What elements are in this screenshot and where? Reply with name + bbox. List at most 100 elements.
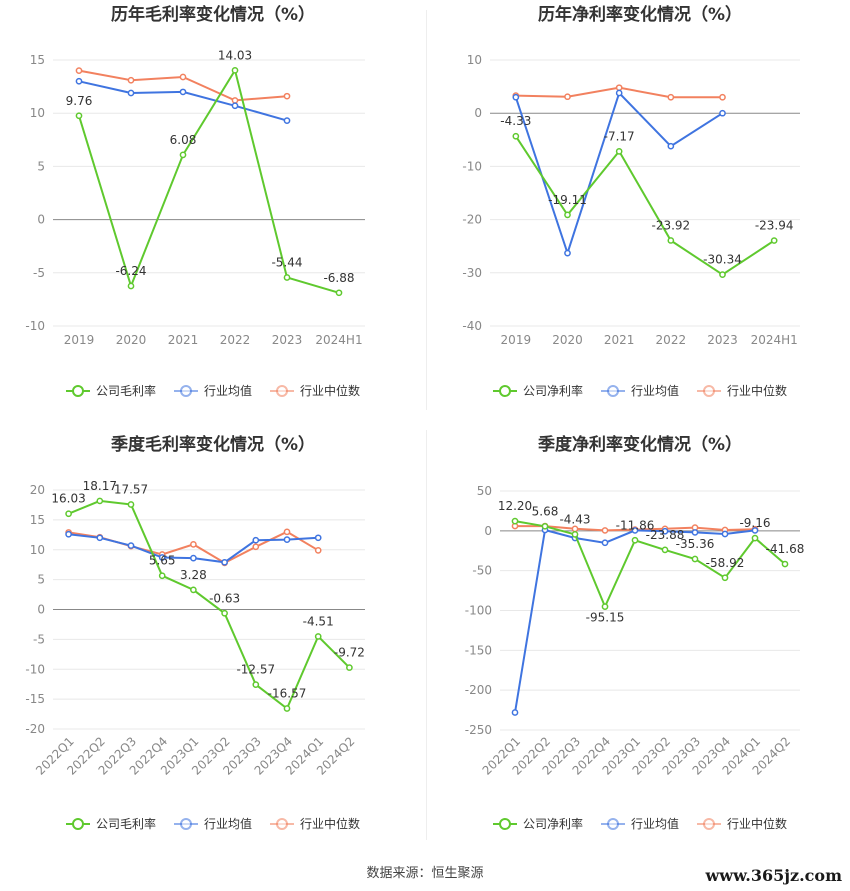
data-point xyxy=(564,211,571,219)
x-tick-label: 2020 xyxy=(552,333,583,347)
data-point xyxy=(65,510,72,518)
y-tick-label: -200 xyxy=(465,683,492,697)
chart-3: 季度毛利率变化情况（%）20151050-5-10-15-202022Q1202… xyxy=(25,434,365,831)
data-label: -4.43 xyxy=(559,512,590,526)
legend-marker xyxy=(276,818,288,830)
data-point xyxy=(512,132,520,140)
legend-label: 公司毛利率 xyxy=(96,383,156,398)
data-point xyxy=(661,527,669,535)
data-point xyxy=(231,66,239,74)
data-label: 9.76 xyxy=(66,94,93,108)
data-point xyxy=(691,529,699,536)
data-point xyxy=(283,536,291,543)
series-line-company xyxy=(514,135,775,276)
x-tick-label: 2024H1 xyxy=(751,333,798,347)
data-label: -23.94 xyxy=(755,219,794,233)
chart-2: 历年净利率变化情况（%） 10 0 -10 -20 -30 -40 2019 2020 2021 2… xyxy=(462,4,800,398)
data-label: -6.88 xyxy=(323,271,354,285)
data-point xyxy=(96,497,104,505)
legend-marker xyxy=(180,385,192,397)
data-point xyxy=(127,282,135,290)
data-point xyxy=(571,531,579,538)
data-point xyxy=(283,117,291,124)
chart-1: 历年毛利率变化情况（%） 15 10 5 0 -5 -10 2019 2020 2021 2022 2… xyxy=(25,4,365,398)
data-label: 5.65 xyxy=(149,554,176,568)
y-tick-label: -20 xyxy=(25,722,45,736)
y-tick-label: -100 xyxy=(465,604,492,618)
data-point xyxy=(314,546,322,554)
legend-marker xyxy=(607,385,619,397)
y-tick-label: -30 xyxy=(462,266,482,280)
legend-marker xyxy=(276,385,288,397)
data-label: 6.08 xyxy=(170,133,197,147)
data-point xyxy=(511,709,519,716)
y-tick-label: -5 xyxy=(33,632,45,646)
y-tick-label: 50 xyxy=(477,484,492,498)
data-point xyxy=(571,525,579,533)
data-point xyxy=(601,603,609,610)
data-label: -4.51 xyxy=(303,614,334,628)
data-point xyxy=(158,554,166,561)
data-point xyxy=(615,89,623,97)
data-point xyxy=(751,527,759,534)
legend-marker xyxy=(72,818,84,830)
data-label: -6.24 xyxy=(115,264,146,278)
data-point xyxy=(127,501,135,508)
legend-marker xyxy=(180,818,192,830)
y-tick-label: 15 xyxy=(30,53,45,67)
y-tick-label: 0 xyxy=(474,106,482,120)
data-point xyxy=(283,705,291,712)
y-tick-label: 20 xyxy=(30,483,45,497)
legend-label: 行业均值 xyxy=(631,383,679,398)
data-point xyxy=(721,530,729,538)
legend-label: 公司净利率 xyxy=(523,816,583,831)
data-point xyxy=(721,574,729,582)
chart-4: 季度净利率变化情况（%）500-50-100-150-200-2502022Q1… xyxy=(465,434,805,831)
divider-top xyxy=(426,10,427,410)
data-point xyxy=(751,534,759,542)
data-point xyxy=(615,84,623,92)
data-point xyxy=(564,249,571,257)
data-label: -12.57 xyxy=(236,663,275,677)
data-label: -23.88 xyxy=(646,528,685,542)
legend-label: 行业中位数 xyxy=(727,816,787,831)
data-point xyxy=(719,93,726,101)
data-source-note: 数据来源：恒生聚源 xyxy=(366,866,484,881)
y-tick-label: -40 xyxy=(462,319,482,333)
data-label: -16.57 xyxy=(268,687,307,701)
data-point xyxy=(96,534,104,542)
data-point xyxy=(770,237,778,244)
legend-label: 行业中位数 xyxy=(300,816,360,831)
x-tick-label: 2023 xyxy=(272,333,303,347)
legend-label: 公司净利率 xyxy=(523,383,583,398)
data-label: 18.17 xyxy=(83,479,117,493)
x-tick-label: 2021 xyxy=(604,333,635,347)
data-label: -5.44 xyxy=(271,255,302,269)
chart-title: 历年毛利率变化情况（%） xyxy=(111,4,315,25)
data-point xyxy=(511,517,519,525)
data-point xyxy=(346,664,353,671)
data-point xyxy=(719,109,726,117)
data-point xyxy=(190,586,197,594)
data-label: 5.68 xyxy=(532,504,559,518)
data-point xyxy=(127,89,135,97)
data-point xyxy=(512,93,520,101)
legend-marker xyxy=(499,385,511,397)
legend-marker xyxy=(703,385,715,397)
data-point xyxy=(283,92,291,100)
series-line-company xyxy=(68,499,351,711)
legend-label: 行业中位数 xyxy=(727,383,787,398)
data-point xyxy=(190,554,197,562)
data-point xyxy=(667,142,675,150)
data-point xyxy=(221,609,228,617)
data-point xyxy=(661,546,669,554)
y-tick-label: -150 xyxy=(465,643,492,657)
y-tick-label: 10 xyxy=(467,53,482,67)
y-tick-label: 0 xyxy=(37,603,45,617)
data-point xyxy=(283,528,291,536)
data-point xyxy=(631,527,639,534)
data-point xyxy=(127,76,135,84)
legend-marker xyxy=(72,385,84,397)
legend-marker xyxy=(703,818,715,830)
x-tick-label: 2021 xyxy=(168,333,199,347)
